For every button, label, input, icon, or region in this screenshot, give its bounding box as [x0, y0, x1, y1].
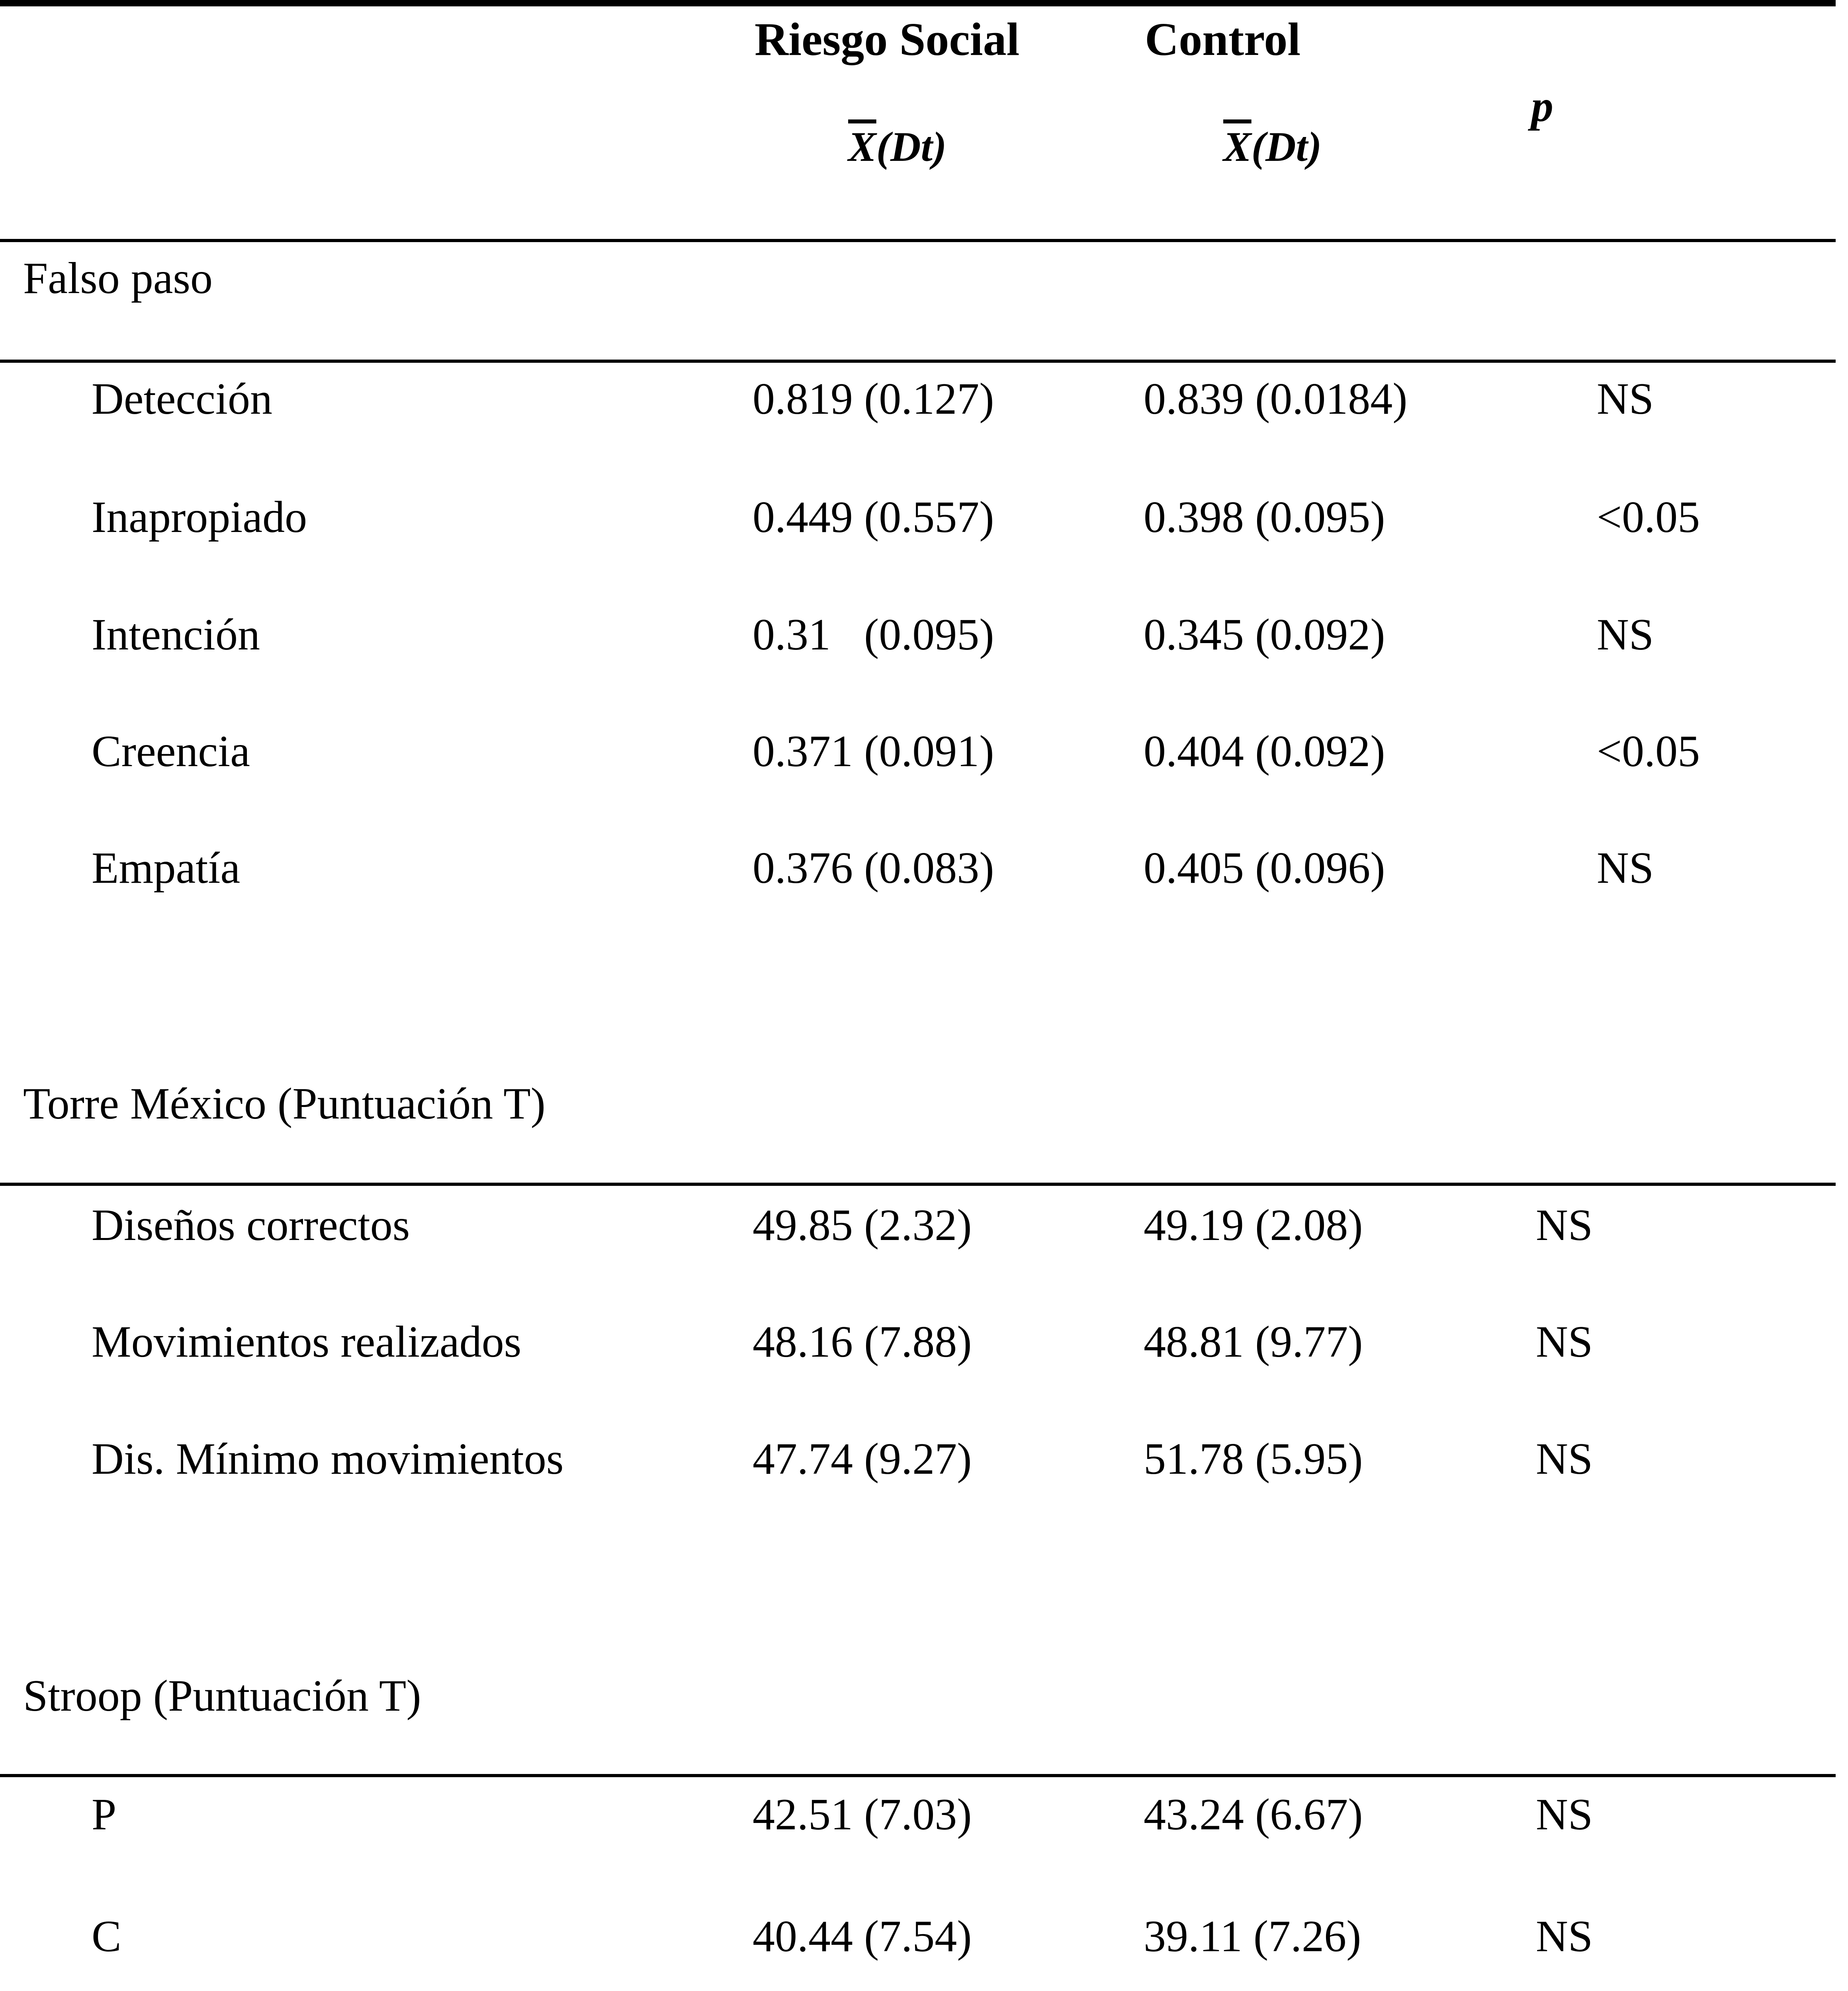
control-value: 0.345 (0.092): [1144, 610, 1385, 659]
header-underline-rule: [0, 239, 1836, 242]
p-value: NS: [1536, 1912, 1593, 1961]
control-value: 39.11 (7.26): [1144, 1912, 1361, 1961]
control-value: 49.19 (2.08): [1144, 1201, 1363, 1250]
x-bar-symbol: X: [1223, 123, 1252, 170]
riesgo-value: 0.371 (0.091): [753, 727, 994, 776]
row-label: Detección: [92, 374, 272, 424]
row-label: Intención: [92, 610, 260, 659]
control-value: 0.404 (0.092): [1144, 727, 1385, 776]
mean-sd-symbol-riesgo: X(Dt): [848, 121, 946, 172]
section-title-stroop: Stroop (Puntuación T): [23, 1671, 421, 1721]
section-title-torre-mexico: Torre México (Puntuación T): [23, 1079, 546, 1128]
riesgo-value: 49.85 (2.32): [753, 1201, 972, 1250]
row-label: Diseños correctos: [92, 1201, 410, 1250]
p-value: NS: [1536, 1790, 1593, 1839]
riesgo-value: 0.819 (0.127): [753, 374, 994, 424]
mean-sd-symbol-control: X(Dt): [1223, 121, 1322, 172]
p-value: <0.05: [1597, 493, 1700, 542]
p-value: NS: [1536, 1201, 1593, 1250]
riesgo-value: 48.16 (7.88): [753, 1317, 972, 1367]
control-value: 48.81 (9.77): [1144, 1317, 1363, 1367]
row-label: Empatía: [92, 843, 241, 893]
control-value: 0.839 (0.0184): [1144, 374, 1408, 424]
p-value: <0.05: [1597, 727, 1700, 776]
dt-symbol: (Dt): [876, 123, 947, 170]
riesgo-value: 0.31 (0.095): [753, 610, 994, 659]
p-value: NS: [1597, 610, 1654, 659]
riesgo-value: 40.44 (7.54): [753, 1912, 972, 1961]
torre-underline-rule: [0, 1183, 1836, 1186]
column-header-control: Control: [1145, 13, 1301, 65]
row-label: Dis. Mínimo movimientos: [92, 1434, 564, 1484]
x-bar-symbol: X: [848, 123, 876, 170]
column-header-p: p: [1531, 82, 1553, 131]
riesgo-value: 42.51 (7.03): [753, 1790, 972, 1839]
row-label: P: [92, 1790, 117, 1839]
row-label: C: [92, 1912, 121, 1961]
control-value: 51.78 (5.95): [1144, 1434, 1363, 1484]
riesgo-value: 0.376 (0.083): [753, 843, 994, 893]
riesgo-value: 0.449 (0.557): [753, 493, 994, 542]
p-value: NS: [1597, 374, 1654, 424]
row-label: Movimientos realizados: [92, 1317, 522, 1367]
p-value: NS: [1536, 1317, 1593, 1367]
table-top-rule: [0, 0, 1836, 6]
p-value: NS: [1536, 1434, 1593, 1484]
stroop-underline-rule: [0, 1774, 1836, 1777]
column-header-riesgo-social: Riesgo Social: [755, 13, 1020, 65]
control-value: 43.24 (6.67): [1144, 1790, 1363, 1839]
control-value: 0.398 (0.095): [1144, 493, 1385, 542]
dt-symbol: (Dt): [1251, 123, 1322, 170]
row-label: Inapropiado: [92, 493, 307, 542]
riesgo-value: 47.74 (9.27): [753, 1434, 972, 1484]
falso-paso-underline-rule: [0, 360, 1836, 363]
section-title-falso-paso: Falso paso: [23, 254, 213, 303]
row-label: Creencia: [92, 727, 250, 776]
control-value: 0.405 (0.096): [1144, 843, 1385, 893]
p-value: NS: [1597, 843, 1654, 893]
